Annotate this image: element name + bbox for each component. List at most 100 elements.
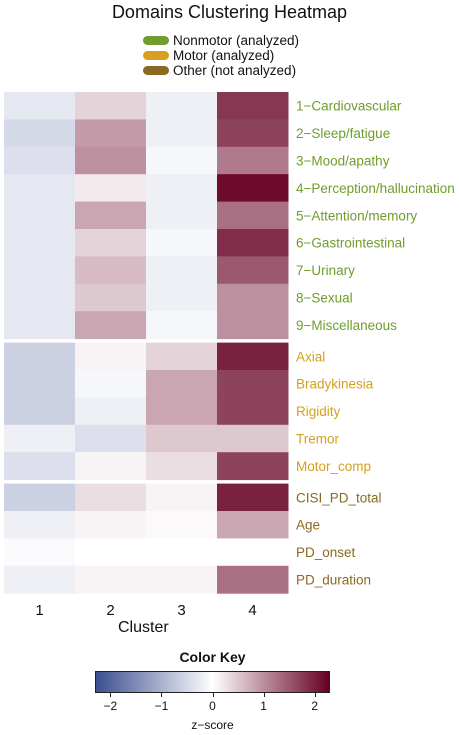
heatmap-cell xyxy=(4,342,76,371)
heatmap-cell xyxy=(4,92,76,120)
heatmap-cell xyxy=(146,370,218,398)
heatmap-cell xyxy=(75,452,147,481)
heatmap-cell xyxy=(75,229,147,257)
heatmap-cell xyxy=(75,511,147,539)
color-key-tick-label: −1 xyxy=(154,699,169,713)
legend-label-other: Other (not analyzed) xyxy=(173,63,297,78)
heatmap-cell xyxy=(217,311,289,340)
color-key-tick-label: 1 xyxy=(260,699,267,713)
legend-label-motor: Motor (analyzed) xyxy=(173,48,275,63)
column-label: 4 xyxy=(248,602,256,615)
heatmap-cell xyxy=(4,119,76,148)
heatmap-cell xyxy=(4,311,76,340)
heatmap-cell xyxy=(75,311,147,340)
heatmap-cell xyxy=(4,511,76,539)
heatmap-cell xyxy=(4,370,76,398)
heatmap-cell xyxy=(75,283,147,312)
heatmap-cell xyxy=(217,174,289,203)
legend-label-nonmotor: Nonmotor (analyzed) xyxy=(173,33,300,48)
column-label: 2 xyxy=(106,602,114,615)
row-label: 7−Urinary xyxy=(296,263,355,278)
legend: Nonmotor (analyzed) Motor (analyzed) Oth… xyxy=(143,33,299,78)
heatmap-cell xyxy=(146,119,218,148)
heatmap-cell xyxy=(75,92,147,120)
legend-item-nonmotor: Nonmotor (analyzed) xyxy=(143,33,299,48)
row-label: Motor_comp xyxy=(296,459,371,474)
row-label: Rigidity xyxy=(296,404,341,419)
heatmap-cell xyxy=(75,342,147,371)
row-label: CISI_PD_total xyxy=(296,490,382,505)
heatmap-cell xyxy=(146,342,218,371)
color-key-tick-label: −2 xyxy=(103,699,118,713)
heatmap-cell xyxy=(146,229,218,257)
heatmap-cell xyxy=(146,538,218,567)
heatmap-cell xyxy=(217,452,289,481)
chart-title: Domains Clustering Heatmap xyxy=(111,2,348,22)
color-key-tick xyxy=(263,693,265,697)
legend-swatch-motor xyxy=(143,51,169,60)
heatmap-cell xyxy=(75,256,147,285)
heatmap-cell xyxy=(217,92,289,120)
heatmap-cell xyxy=(146,201,218,230)
heatmap-cell xyxy=(4,452,76,481)
heatmap: 1−Cardiovascular 2−Sleep/fatigue 3−Mood/ap… xyxy=(4,92,455,615)
heatmap-cell xyxy=(146,256,218,285)
heatmap-cell xyxy=(4,201,76,230)
column-label: 3 xyxy=(177,602,185,615)
row-label: 4−Perception/hallucination xyxy=(296,181,455,196)
heatmap-cell xyxy=(146,146,218,175)
color-key-title: Color Key xyxy=(179,649,246,665)
heatmap-cell xyxy=(146,483,218,512)
heatmap-cell xyxy=(146,424,218,453)
heatmap-cell xyxy=(4,397,76,426)
heatmap-cell xyxy=(217,538,289,567)
heatmap-cell xyxy=(146,283,218,312)
row-label: 9−Miscellaneous xyxy=(296,318,397,333)
heatmap-cell xyxy=(146,174,218,203)
heatmap-cell xyxy=(4,538,76,567)
heatmap-cell xyxy=(4,174,76,203)
heatmap-cell xyxy=(4,283,76,312)
heatmap-cell xyxy=(217,201,289,230)
heatmap-cell xyxy=(146,397,218,426)
heatmap-cell xyxy=(75,146,147,175)
column-label: 1 xyxy=(35,602,43,615)
heatmap-cell xyxy=(217,565,289,594)
heatmap-cell xyxy=(75,370,147,398)
heatmap-cell xyxy=(146,92,218,120)
color-key-tick-label: 2 xyxy=(311,699,319,713)
heatmap-cell xyxy=(4,424,76,453)
row-label: Age xyxy=(296,518,320,533)
heatmap-cell xyxy=(217,342,289,371)
row-label: 1−Cardiovascular xyxy=(296,99,402,114)
row-label: 3−Mood/apathy xyxy=(296,154,390,169)
legend-swatch-nonmotor xyxy=(143,36,169,45)
heatmap-cell xyxy=(75,538,147,567)
heatmap-cell xyxy=(146,511,218,539)
heatmap-cell xyxy=(75,424,147,453)
color-key-xlabel: z−score xyxy=(191,718,234,732)
heatmap-cell xyxy=(75,201,147,230)
heatmap-cell xyxy=(4,229,76,257)
color-key-bar xyxy=(95,671,330,693)
heatmap-cell xyxy=(4,146,76,175)
row-label: 8−Sexual xyxy=(296,291,353,306)
legend-item-motor: Motor (analyzed) xyxy=(143,48,299,63)
heatmap-cell xyxy=(217,397,289,426)
heatmap-cell xyxy=(75,119,147,148)
row-label: Tremor xyxy=(296,432,340,447)
color-key-tick-label: 0 xyxy=(209,699,216,713)
heatmap-cell xyxy=(75,565,147,594)
row-label: PD_duration xyxy=(296,573,371,588)
heatmap-cell xyxy=(217,119,289,148)
heatmap-cell xyxy=(217,283,289,312)
heatmap-cell xyxy=(75,174,147,203)
heatmap-cell xyxy=(217,256,289,285)
color-key-tick xyxy=(212,693,214,697)
heatmap-cell xyxy=(4,565,76,594)
color-key-tick xyxy=(314,693,316,697)
row-label: 6−Gastrointestinal xyxy=(296,236,405,251)
heatmap-cell xyxy=(217,229,289,257)
heatmap-cell xyxy=(217,424,289,453)
heatmap-cell xyxy=(75,483,147,512)
